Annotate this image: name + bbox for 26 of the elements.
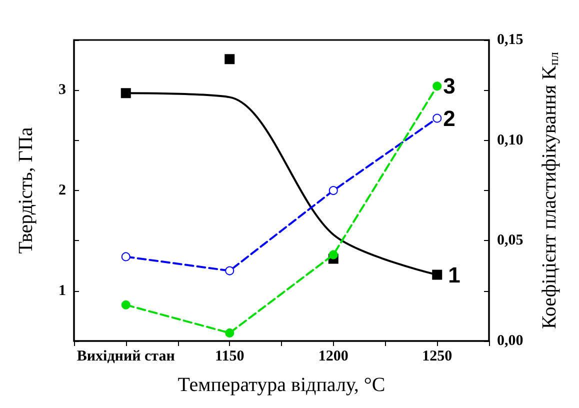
point (121, 252, 130, 262)
series-label: 3 (443, 74, 456, 99)
x-tick-label: Вихідний стан (76, 348, 176, 364)
y-tick-label: 2 (58, 182, 66, 198)
point (432, 114, 442, 123)
point (225, 328, 234, 338)
x-tick-label: 1250 (422, 348, 452, 364)
point (328, 250, 338, 260)
y2-axis-title: Коефіцієнт пластифікування Kпл (538, 52, 561, 329)
point (432, 82, 442, 91)
y-tick-label: 1 (58, 282, 66, 299)
point (328, 186, 338, 195)
point (121, 300, 130, 310)
y-tick-label: 3 (58, 82, 66, 98)
y2-tick-label: 0,10 (497, 132, 524, 148)
series-label: 1 (448, 262, 460, 288)
point (225, 266, 234, 276)
x-tick-label: 1200 (318, 348, 348, 364)
x-axis-title: Температура відпалу, °C (178, 374, 386, 396)
y2-tick-label: 0,05 (497, 232, 524, 249)
y2-tick-label: 0,00 (497, 333, 524, 349)
x-tick-label: 1150 (215, 348, 244, 364)
y-axis-title: Твердість, ГПа (15, 127, 37, 254)
point (224, 54, 235, 64)
series-label: 2 (443, 106, 456, 131)
y2-tick-label: 0,15 (497, 32, 524, 48)
